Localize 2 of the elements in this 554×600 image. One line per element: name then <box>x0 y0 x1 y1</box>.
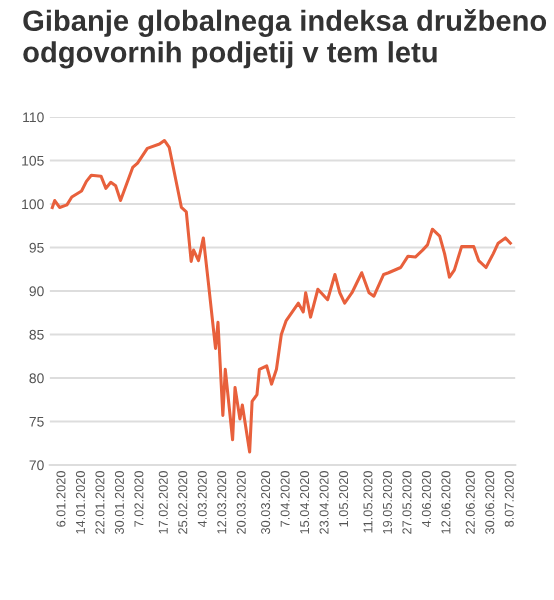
chart-title: Gibanje globalnega indeksa družbeno odgovornih podjetij v tem letu <box>23 9 547 69</box>
line-series <box>50 138 512 454</box>
